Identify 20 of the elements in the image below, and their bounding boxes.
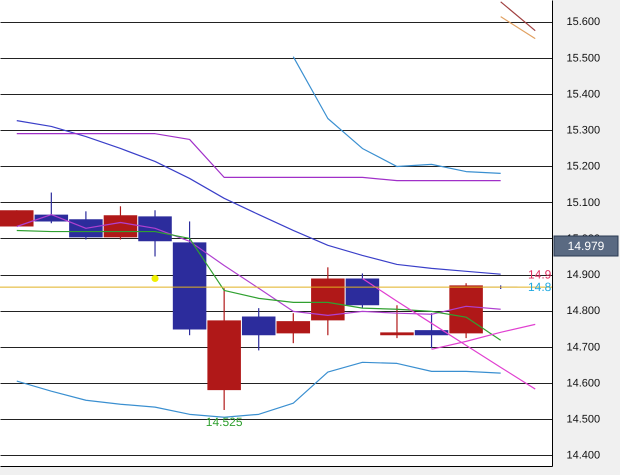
y-tick-label: 14.700 [566, 341, 600, 354]
line-series [292, 56, 502, 174]
line-series [16, 133, 502, 182]
y-tick-label: 15.100 [566, 196, 600, 209]
y-tick-label: 15.600 [566, 16, 600, 28]
text: 14.979 [568, 239, 605, 254]
y-tick-label: 15.200 [566, 160, 600, 173]
y-tick-label: 15.400 [566, 88, 600, 100]
y-tick-label: 14.900 [566, 269, 600, 282]
y-tick-label: 15.500 [566, 52, 600, 64]
y-tick-label: 14.400 [566, 450, 600, 462]
candlestick [414, 312, 448, 349]
y-tick-label: 14.500 [566, 414, 600, 426]
y-tick-label: 15.300 [566, 124, 600, 137]
y-tick-label: 14.800 [566, 305, 600, 318]
line-series [16, 214, 502, 316]
line-series [16, 230, 502, 341]
y-tick-label: 14.600 [566, 377, 600, 390]
line-series [16, 120, 502, 275]
line-series [16, 362, 502, 418]
